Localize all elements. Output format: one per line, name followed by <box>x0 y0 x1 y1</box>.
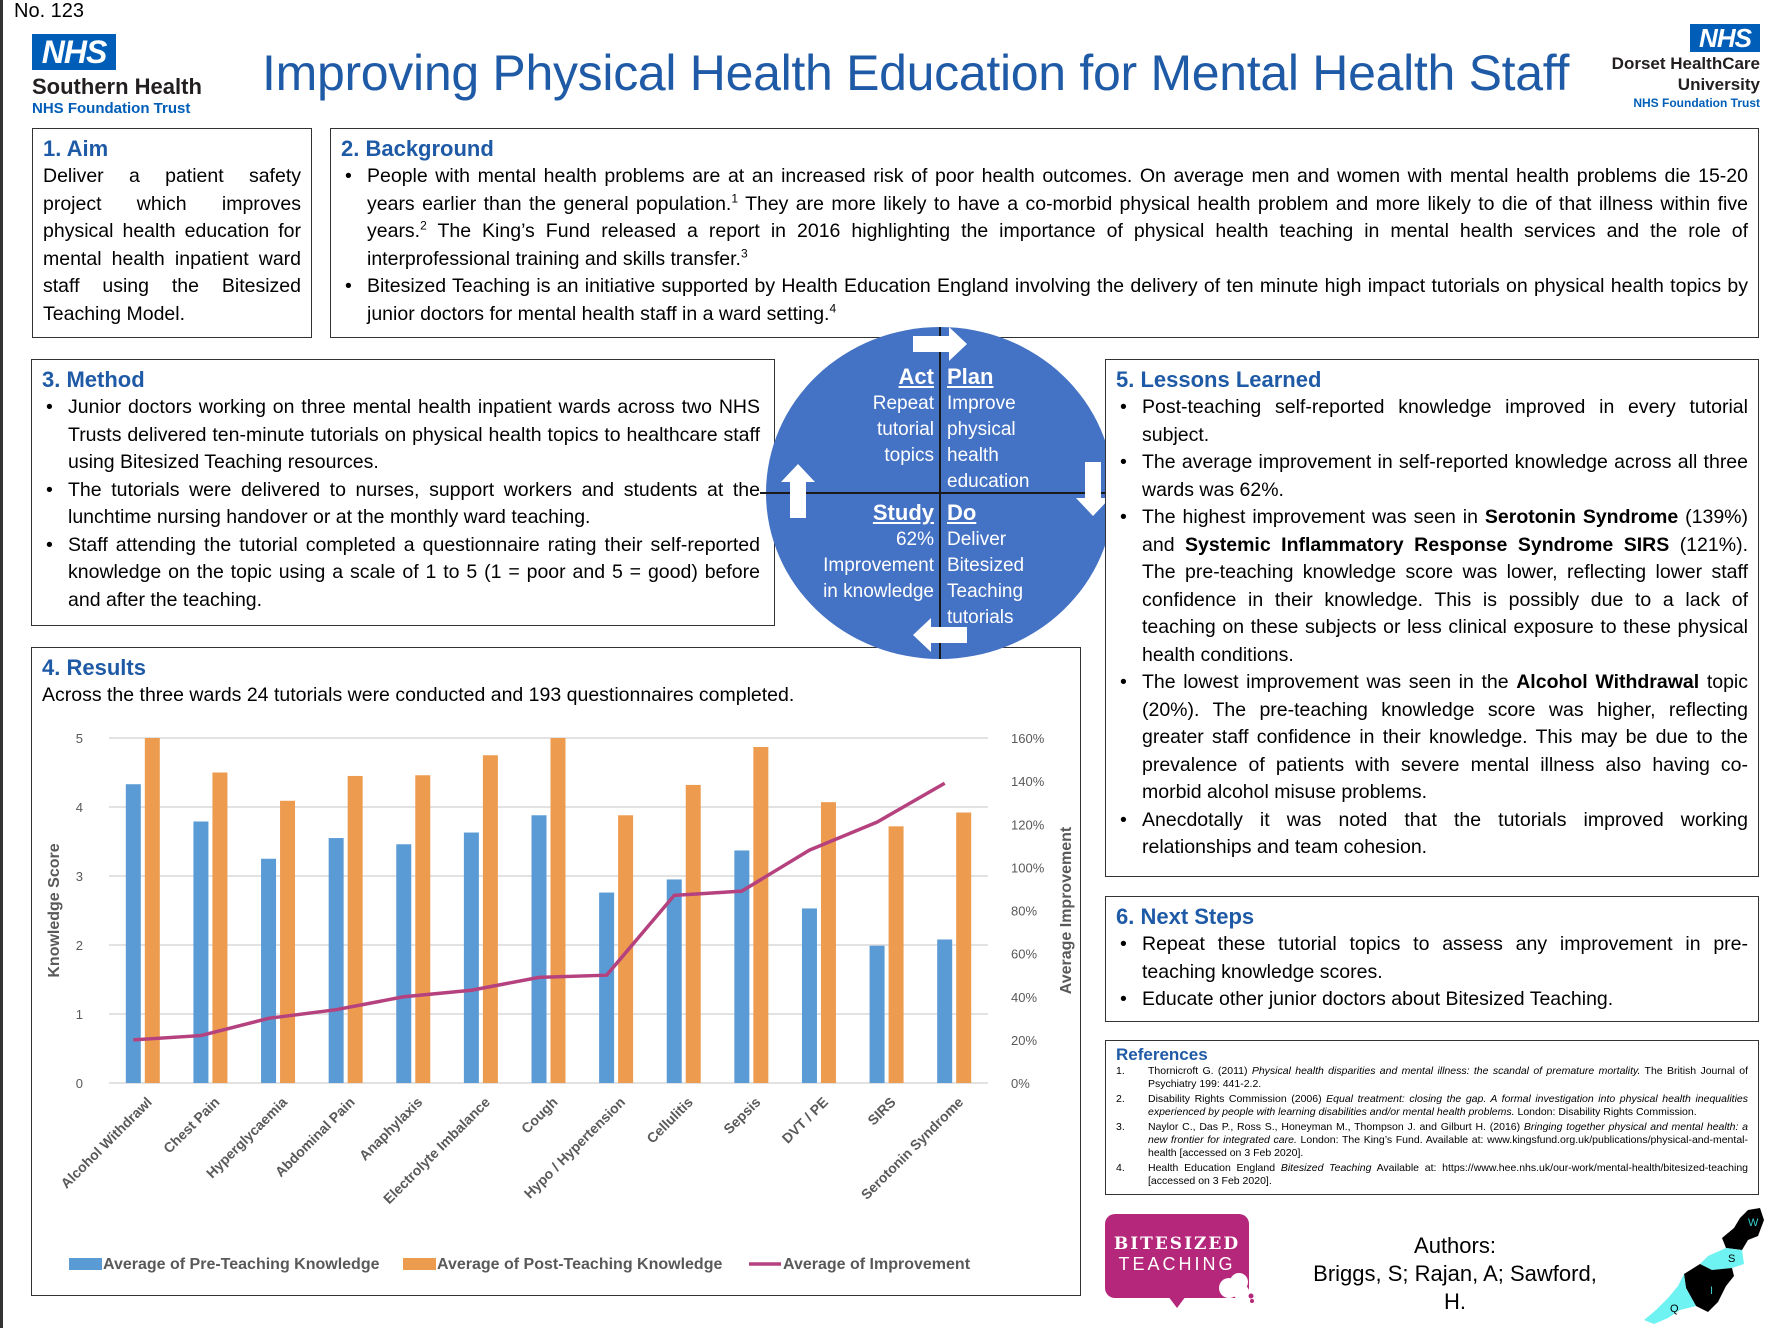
arrow-up-icon <box>781 464 815 518</box>
page-edge <box>0 0 3 1328</box>
method-bullet: Staff attending the tutorial completed a… <box>42 532 760 615</box>
reference-item: 2. Disability Rights Commission (2006) Eq… <box>1116 1093 1748 1118</box>
results-heading: 4. Results <box>42 655 146 680</box>
southern-health-logo: NHS Southern Health NHS Foundation Trust <box>32 34 252 117</box>
svg-text:Average of Pre-Teaching Knowle: Average of Pre-Teaching Knowledge <box>103 1256 380 1273</box>
svg-text:Sepsis: Sepsis <box>720 1094 763 1137</box>
svg-text:Average of Improvement: Average of Improvement <box>783 1256 971 1273</box>
svg-text:120%: 120% <box>1011 817 1045 832</box>
reference-item: 3. Naylor C., Das P., Ross S., Honeyman M… <box>1116 1121 1748 1159</box>
svg-text:Anaphylaxis: Anaphylaxis <box>356 1094 426 1164</box>
poster-title: Improving Physical Health Education for … <box>262 45 1570 101</box>
svg-text:Knowledge Score: Knowledge Score <box>46 843 63 977</box>
reference-item: 1. Thornicroft G. (2011) Physical health … <box>1116 1065 1748 1090</box>
svg-text:3: 3 <box>76 869 83 884</box>
svg-text:160%: 160% <box>1011 731 1045 746</box>
lessons-bullet: Post-teaching self-reported knowledge im… <box>1116 394 1748 449</box>
pdsa-do: Do Deliver Bitesized Teaching tutorials <box>947 500 1025 628</box>
svg-text:60%: 60% <box>1011 947 1037 962</box>
next-steps-heading: 6. Next Steps <box>1116 904 1255 929</box>
pdsa-divider-horizontal <box>766 492 1114 494</box>
svg-text:SIRS: SIRS <box>864 1094 898 1128</box>
regional-map-icon: W S I Q <box>1644 1208 1764 1324</box>
results-chart: 0 1 2 3 4 5 0% 20% 40% 60% 80% 100% 120% 140% 160% Know… <box>46 731 1075 1273</box>
aim-text: Deliver a patient safety project which i… <box>43 165 301 325</box>
logo-org-name-line1: Dorset HealthCare <box>1611 54 1760 73</box>
svg-text:5: 5 <box>76 731 83 746</box>
method-heading: 3. Method <box>42 367 145 392</box>
authors-names: Briggs, S; Rajan, A; Sawford, H. <box>1313 1261 1597 1314</box>
svg-text:20%: 20% <box>1011 1033 1037 1048</box>
speech-bubble-tail <box>1168 1296 1186 1308</box>
background-bullet: People with mental health problems are a… <box>341 163 1748 273</box>
bitesized-teaching-logo: BITESIZED TEACHING <box>1105 1214 1254 1303</box>
lessons-heading: 5. Lessons Learned <box>1116 367 1322 392</box>
svg-text:I: I <box>1710 1285 1713 1297</box>
next-steps-bullet: Repeat these tutorial topics to assess a… <box>1116 931 1748 986</box>
background-heading: 2. Background <box>341 136 494 161</box>
method-bullet: The tutorials were delivered to nurses, … <box>42 477 760 532</box>
arrow-down-icon <box>1076 462 1110 516</box>
references-heading: References <box>1116 1045 1208 1064</box>
svg-text:Cough: Cough <box>518 1094 561 1137</box>
pdsa-study: Study 62% Improvement in knowledge <box>823 500 934 602</box>
results-summary: Across the three wards 24 tutorials were… <box>42 684 795 706</box>
background-section: 2. Background People with mental health … <box>330 128 1759 338</box>
svg-text:W: W <box>1748 1217 1759 1229</box>
svg-text:4: 4 <box>76 800 83 815</box>
next-steps-section: 6. Next Steps Repeat these tutorial topi… <box>1105 896 1759 1022</box>
reference-item: 4. Health Education England Bitesized Tea… <box>1116 1162 1748 1187</box>
lessons-bullet: Anecdotally it was noted that the tutori… <box>1116 807 1748 862</box>
authors-label: Authors: <box>1414 1233 1496 1258</box>
method-bullet: Junior doctors working on three mental h… <box>42 394 760 477</box>
svg-text:2: 2 <box>76 938 83 953</box>
svg-text:Average of Post-Teaching Knowl: Average of Post-Teaching Knowledge <box>437 1256 722 1273</box>
references-section: References 1. Thornicroft G. (2011) Physi… <box>1105 1040 1759 1195</box>
svg-text:80%: 80% <box>1011 904 1037 919</box>
method-section: 3. Method Junior doctors working on thre… <box>31 359 775 626</box>
svg-text:Q: Q <box>1670 1303 1679 1315</box>
pdsa-act: Act Repeat tutorial topics <box>872 364 934 466</box>
arrow-left-icon <box>913 618 967 652</box>
logo-trust-name: NHS Foundation Trust <box>32 100 191 117</box>
lessons-learned-section: 5. Lessons Learned Post-teaching self-re… <box>1105 359 1759 877</box>
svg-text:1: 1 <box>76 1007 83 1022</box>
logo-trust-name: NHS Foundation Trust <box>1633 96 1760 110</box>
aim-heading: 1. Aim <box>43 136 109 161</box>
logo-org-name-line2: University <box>1677 75 1760 94</box>
arrow-right-icon <box>913 327 967 361</box>
svg-text:0: 0 <box>76 1076 83 1091</box>
aim-section: 1. Aim Deliver a patient safety project … <box>32 128 312 338</box>
cloud-icon <box>1219 1273 1254 1303</box>
lessons-bullet: The lowest improvement was seen in the A… <box>1116 669 1748 807</box>
authors-block: Authors: Briggs, S; Rajan, A; Sawford, H… <box>1300 1232 1610 1316</box>
svg-text:100%: 100% <box>1011 860 1045 875</box>
pdsa-plan: Plan Improve physical health education <box>947 364 1030 492</box>
logo-org-name: Southern Health <box>32 74 202 99</box>
svg-text:140%: 140% <box>1011 774 1045 789</box>
nhs-badge: NHS <box>1690 24 1760 52</box>
poster-number: No. 123 <box>14 0 85 22</box>
svg-text:S: S <box>1728 1253 1735 1265</box>
svg-text:Cellulitis: Cellulitis <box>643 1094 696 1147</box>
svg-text:40%: 40% <box>1011 990 1037 1005</box>
background-bullet: Bitesized Teaching is an initiative supp… <box>341 273 1748 328</box>
pdsa-cycle: Act Repeat tutorial topics Plan Improve phy… <box>766 327 1114 659</box>
svg-text:Average Improvement: Average Improvement <box>1058 826 1075 994</box>
nhs-badge: NHS <box>32 34 116 70</box>
svg-text:Chest Pain: Chest Pain <box>160 1094 222 1156</box>
svg-text:Alcohol Withdrawl: Alcohol Withdrawl <box>57 1094 155 1192</box>
svg-text:DVT / PE: DVT / PE <box>779 1094 832 1147</box>
lessons-bullet: The highest improvement was seen in Sero… <box>1116 504 1748 669</box>
next-steps-bullet: Educate other junior doctors about Bites… <box>1116 986 1748 1014</box>
dorset-healthcare-logo: NHS Dorset HealthCare University NHS Fou… <box>1560 24 1760 110</box>
lessons-bullet: The average improvement in self-reported… <box>1116 449 1748 504</box>
svg-text:0%: 0% <box>1011 1076 1030 1091</box>
